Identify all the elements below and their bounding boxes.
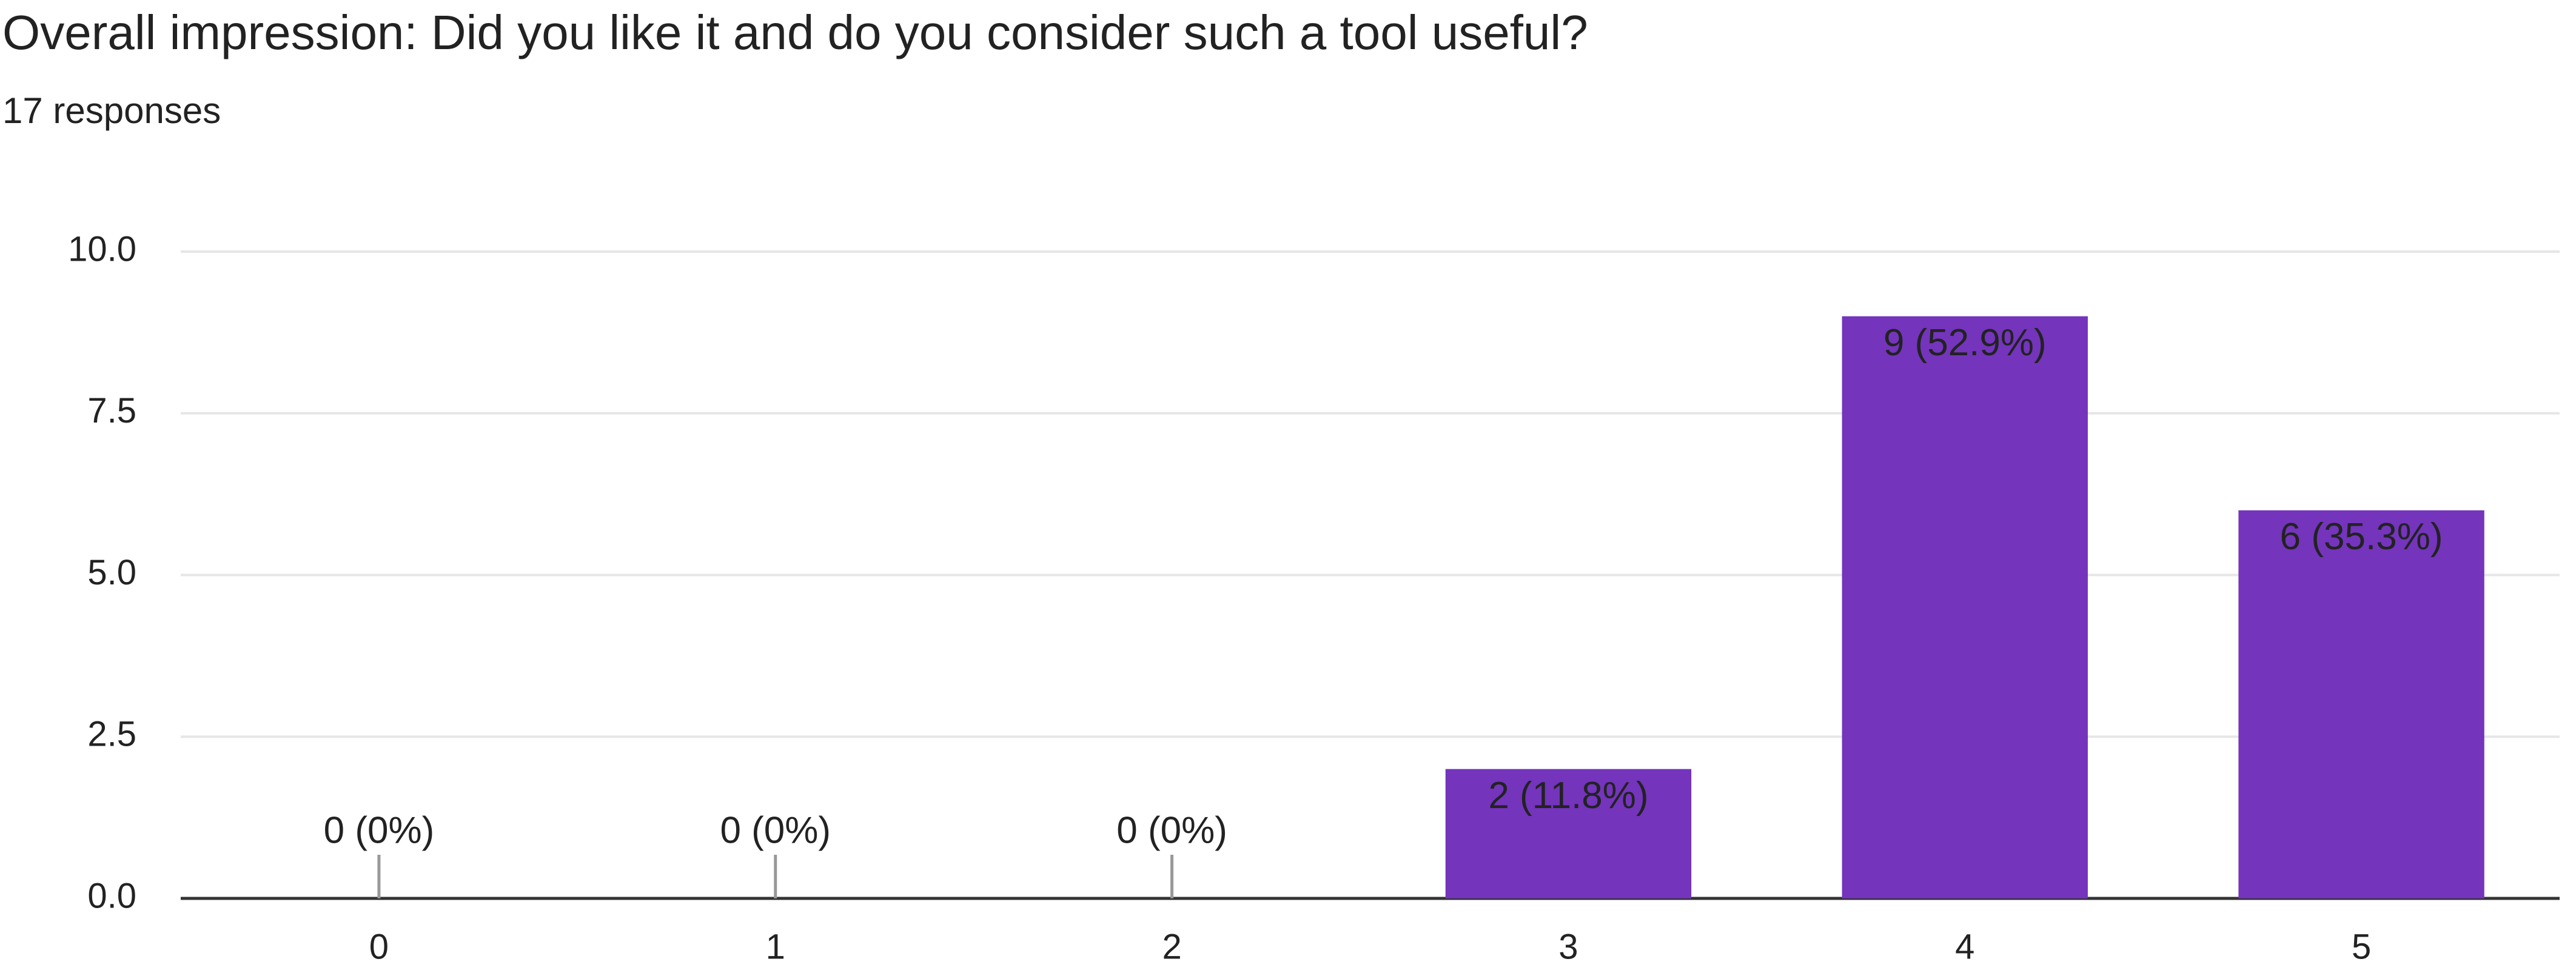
x-tick-label: 0 — [369, 927, 389, 966]
y-tick-label: 7.5 — [87, 391, 136, 430]
x-tick-label: 3 — [1558, 927, 1578, 966]
value-label: 0 (0%) — [720, 809, 831, 851]
y-tick-label: 0.0 — [87, 876, 136, 915]
x-tick-label: 1 — [766, 927, 785, 966]
x-tick-label: 2 — [1162, 927, 1181, 966]
value-label: 6 (35.3%) — [2280, 516, 2443, 558]
y-tick-label: 2.5 — [87, 715, 136, 754]
value-label: 0 (0%) — [1116, 809, 1227, 851]
bar — [1445, 769, 1692, 898]
bar — [1842, 316, 2088, 898]
chart-title: Overall impression: Did you like it and … — [2, 5, 1588, 59]
bar — [2238, 510, 2484, 898]
y-tick-label: 5.0 — [87, 553, 136, 592]
y-tick-label: 10.0 — [68, 229, 136, 269]
chart-subtitle: 17 responses — [2, 90, 221, 131]
value-label: 0 (0%) — [324, 809, 435, 851]
value-label: 9 (52.9%) — [1883, 322, 2047, 364]
x-tick-label: 4 — [1955, 927, 1974, 966]
value-label: 2 (11.8%) — [1488, 775, 1648, 817]
x-tick-label: 5 — [2352, 927, 2371, 966]
